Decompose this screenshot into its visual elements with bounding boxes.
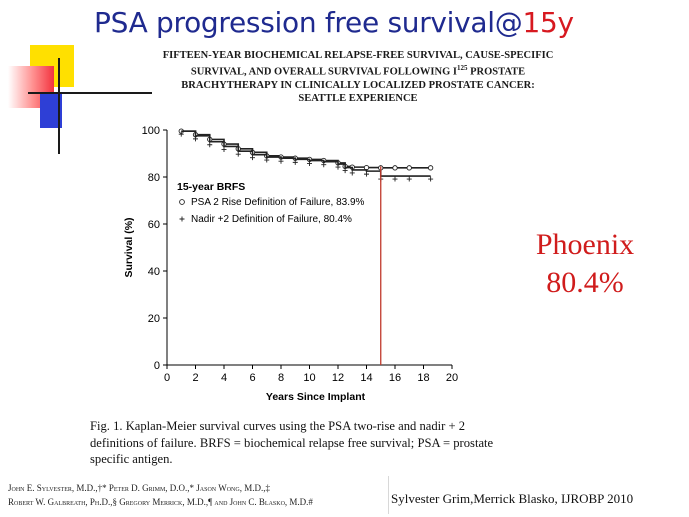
paper-title-line-3: BRACHYTHERAPY IN CLINICALLY LOCALIZED PR… (181, 79, 535, 91)
x-tick-label: 16 (389, 372, 401, 384)
slide-title-main: PSA progression free survival@ (94, 6, 523, 39)
x-tick-label: 14 (360, 372, 372, 384)
decor-vertical-line (58, 58, 60, 154)
x-tick-label: 20 (446, 372, 458, 384)
paper-title: FIFTEEN-YEAR BIOCHEMICAL RELAPSE-FREE SU… (150, 49, 566, 105)
x-axis-label: Years Since Implant (266, 391, 366, 403)
x-tick-label: 18 (417, 372, 429, 384)
paper-title-line-1: FIFTEEN-YEAR BIOCHEMICAL RELAPSE-FREE SU… (162, 50, 554, 61)
y-tick-label: 60 (148, 219, 160, 231)
y-tick-label: 80 (148, 172, 160, 184)
paper-divider (388, 476, 389, 514)
authors-line-2: Robert W. Galbreath, Ph.D.,§ Gregory Mer… (8, 497, 313, 507)
citation: Sylvester Grim,Merrick Blasko, IJROBP 20… (391, 491, 634, 506)
authors-line-1: John E. Sylvester, M.D.,†* Peter D. Grim… (8, 483, 270, 493)
series-2-point (321, 162, 327, 168)
series-1-point (406, 165, 412, 171)
series-2-point (406, 176, 412, 182)
x-tick-label: 4 (221, 372, 227, 384)
y-tick-label: 100 (142, 125, 160, 137)
series-2-point (178, 131, 184, 137)
legend-marker-plus (179, 216, 185, 222)
legend-marker-circle (179, 199, 185, 205)
figure-caption: Fig. 1. Kaplan-Meier survival curves usi… (90, 419, 494, 466)
paper-title-sup: 125 (456, 64, 468, 72)
legend-entry-1: PSA 2 Rise Definition of Failure, 83.9% (191, 197, 365, 208)
paper-title-line-4: SEATTLE EXPERIENCE (298, 92, 418, 104)
y-tick-label: 40 (148, 266, 160, 278)
paper-title-line-2-post: PROSTATE (467, 66, 526, 78)
x-tick-label: 2 (192, 372, 198, 384)
series-2-point (221, 146, 227, 152)
series-2-point (307, 161, 312, 167)
x-tick-label: 12 (332, 372, 344, 384)
series-2-point (207, 142, 213, 148)
paper-authors: John E. Sylvester, M.D.,†* Peter D. Grim… (8, 481, 398, 509)
series-2-point (335, 164, 341, 170)
series-1-point (392, 165, 398, 171)
series-1-point (427, 165, 434, 171)
series-line-1 (181, 130, 431, 169)
x-tick-label: 0 (164, 372, 170, 384)
phoenix-callout: Phoenix 80.4% (520, 226, 650, 302)
legend-title: 15-year BRFS (177, 181, 245, 193)
series-2-point (342, 168, 348, 174)
phoenix-label: Phoenix (535, 228, 635, 261)
series-2-point (349, 170, 355, 176)
series-1-point (363, 164, 370, 171)
x-tick-label: 8 (278, 372, 284, 384)
series-2-point (193, 136, 198, 142)
series-2-point (250, 155, 255, 161)
y-axis-label: Survival (%) (123, 217, 135, 277)
y-tick-label: 20 (148, 313, 160, 325)
decor-horizontal-line (28, 92, 152, 94)
series-2-point (428, 176, 434, 182)
series-2-point (278, 158, 284, 164)
decor-blue-bar (40, 92, 62, 128)
series-2-point (264, 157, 270, 163)
x-tick-label: 10 (303, 372, 315, 384)
slide-title-accent: 15y (522, 6, 574, 39)
series-line-2 (181, 130, 431, 177)
y-tick-label: 0 (154, 360, 160, 372)
series-2-point (392, 176, 398, 182)
legend-entry-2: Nadir +2 Definition of Failure, 80.4% (191, 214, 352, 225)
series-2-point (235, 151, 241, 157)
slide-title: PSA progression free survival@15y (94, 6, 574, 39)
x-tick-label: 6 (249, 372, 255, 384)
series-2-point (364, 171, 369, 177)
series-2-point (292, 159, 298, 165)
paper-title-line-2-pre: SURVIVAL, AND OVERALL SURVIVAL FOLLOWING… (190, 66, 457, 78)
kaplan-meier-chart: 0 20 40 60 80 100 0 2 4 6 8 10 12 14 16 18 20 Years Since… (123, 125, 458, 403)
phoenix-value: 80.4% (546, 266, 624, 299)
